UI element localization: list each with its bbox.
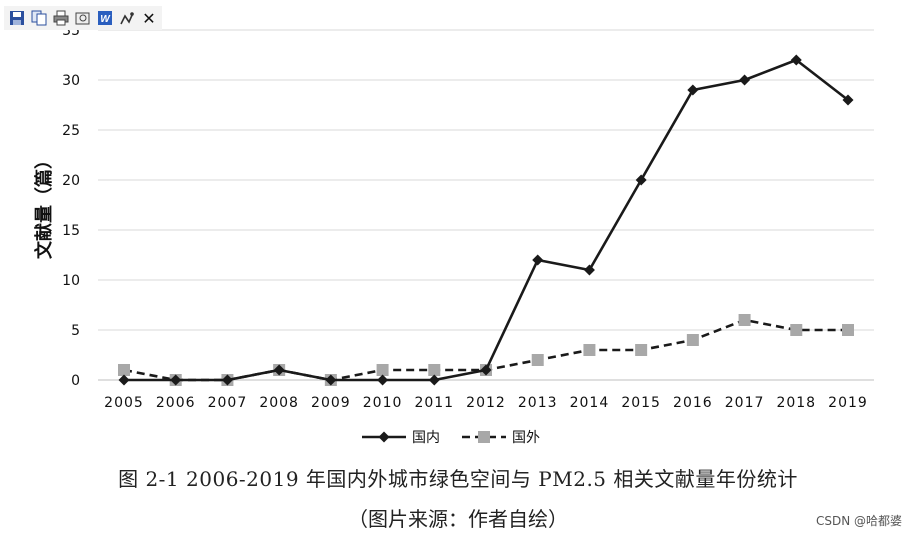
y-tick-label: 5 [71, 323, 80, 339]
y-axis-label: 文献量（篇） [33, 151, 55, 259]
x-tick-label: 2005 [104, 395, 144, 411]
data-point-foreign [635, 344, 648, 356]
y-tick-label: 20 [62, 173, 80, 189]
data-point-foreign [686, 334, 699, 346]
data-point-domestic [790, 54, 802, 66]
x-tick-label: 2015 [621, 395, 661, 411]
y-tick-label: 30 [62, 73, 80, 89]
data-point-foreign [583, 344, 596, 356]
y-tick-label: 0 [71, 373, 80, 389]
y-tick-label: 15 [62, 223, 80, 239]
close-icon[interactable]: ✕ [142, 8, 156, 28]
x-tick-label: 2019 [828, 395, 868, 411]
x-tick-label: 2018 [776, 395, 816, 411]
legend-marker-foreign [478, 431, 490, 443]
x-tick-label: 2012 [466, 395, 506, 411]
y-tick-label: 25 [62, 123, 80, 139]
x-tick-label: 2008 [259, 395, 299, 411]
x-tick-label: 2009 [311, 395, 351, 411]
data-point-foreign [118, 364, 130, 376]
data-point-domestic [170, 374, 182, 386]
print-icon[interactable] [52, 9, 70, 27]
data-point-foreign [738, 314, 751, 326]
series-layer [118, 54, 854, 386]
data-point-foreign [790, 324, 803, 336]
data-point-domestic [480, 364, 492, 376]
data-point-domestic [428, 374, 440, 386]
x-tick-label: 2011 [414, 395, 454, 411]
legend: 国内 国外 [362, 430, 540, 446]
data-point-foreign [531, 354, 544, 366]
x-tick-label: 2007 [208, 395, 248, 411]
draw-icon[interactable] [118, 9, 136, 27]
data-point-foreign [428, 364, 441, 376]
copy-icon[interactable] [30, 9, 48, 27]
data-point-domestic [118, 374, 130, 386]
series-line-domestic [124, 58, 849, 382]
export-icon[interactable] [74, 9, 92, 27]
toolbar: W ✕ [4, 6, 162, 30]
data-point-domestic [273, 364, 285, 376]
x-tick-label: 2013 [518, 395, 558, 411]
legend-label-domestic: 国内 [412, 430, 440, 446]
figure-source-note: （图片来源：作者自绘） [348, 507, 568, 531]
data-point-domestic [377, 374, 389, 386]
data-point-domestic [325, 374, 337, 386]
svg-text:W: W [100, 14, 111, 25]
data-point-domestic [635, 174, 647, 186]
watermark: CSDN @哈都婆 [815, 514, 902, 528]
data-point-domestic [739, 74, 751, 86]
save-icon[interactable] [8, 9, 26, 27]
x-tick-label: 2016 [673, 395, 713, 411]
data-point-foreign [376, 364, 389, 376]
data-point-domestic [583, 264, 595, 276]
x-tick-label: 2010 [363, 395, 403, 411]
data-point-domestic [842, 94, 854, 106]
y-tick-label: 10 [62, 273, 80, 289]
data-point-domestic [221, 374, 233, 386]
word-icon[interactable]: W [96, 9, 114, 27]
gridlines [98, 29, 874, 331]
x-tick-label: 2006 [156, 395, 196, 411]
legend-label-foreign: 国外 [512, 430, 540, 446]
x-tick-label: 2017 [725, 395, 765, 411]
legend-marker-domestic [378, 431, 390, 443]
data-point-domestic [532, 254, 544, 266]
figure-caption: 图 2-1 2006-2019 年国内外城市绿色空间与 PM2.5 相关文献量年… [118, 467, 798, 491]
data-point-foreign [842, 324, 854, 336]
x-tick-label: 2014 [570, 395, 610, 411]
data-point-domestic [687, 84, 699, 96]
